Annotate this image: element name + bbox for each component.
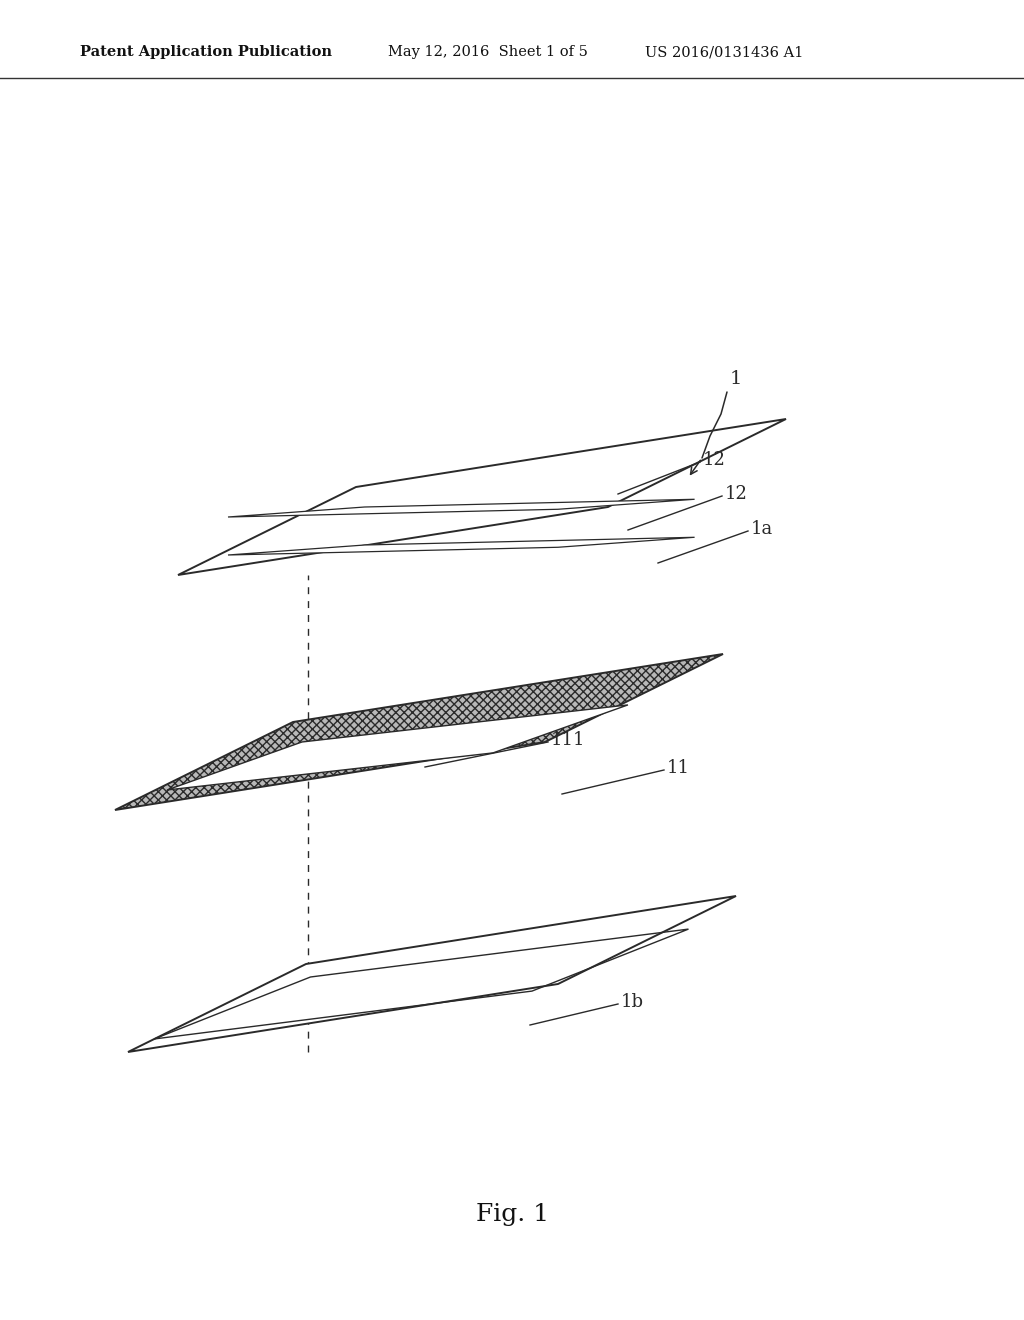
Text: Patent Application Publication: Patent Application Publication bbox=[80, 45, 332, 59]
Text: Fig. 1: Fig. 1 bbox=[475, 1204, 549, 1226]
Text: May 12, 2016  Sheet 1 of 5: May 12, 2016 Sheet 1 of 5 bbox=[388, 45, 588, 59]
Polygon shape bbox=[128, 896, 736, 1052]
Polygon shape bbox=[178, 418, 786, 576]
Polygon shape bbox=[228, 499, 694, 517]
Text: 12: 12 bbox=[703, 451, 726, 469]
Text: 1b: 1b bbox=[621, 993, 644, 1011]
Polygon shape bbox=[228, 537, 694, 554]
Text: 1a: 1a bbox=[751, 520, 773, 539]
Text: 12: 12 bbox=[725, 484, 748, 503]
Text: 11: 11 bbox=[667, 759, 690, 777]
Text: 111: 111 bbox=[551, 731, 586, 748]
Polygon shape bbox=[167, 705, 628, 789]
Polygon shape bbox=[115, 653, 723, 810]
Text: US 2016/0131436 A1: US 2016/0131436 A1 bbox=[645, 45, 804, 59]
Text: 1: 1 bbox=[730, 370, 742, 388]
